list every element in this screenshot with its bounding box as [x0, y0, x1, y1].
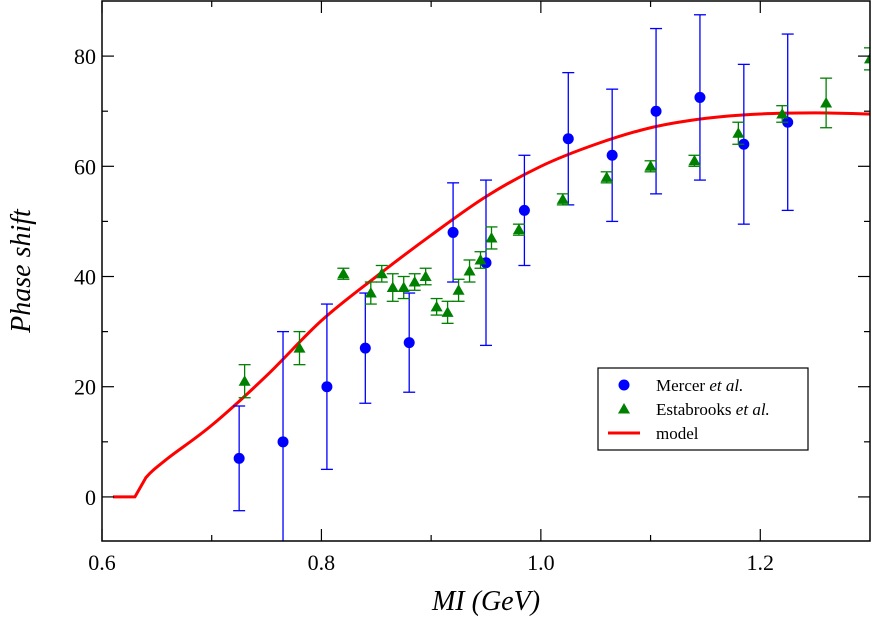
data-point-triangle [512, 223, 525, 235]
data-point-circle [694, 91, 706, 103]
data-point-circle [359, 342, 371, 354]
data-point-triangle [452, 284, 465, 295]
data-point-triangle [688, 154, 701, 166]
data-point-circle [447, 226, 459, 238]
legend-name: Mercer [656, 376, 705, 395]
data-point-triangle [364, 287, 377, 298]
y-tick-label: 20 [74, 375, 96, 400]
data-point-triangle [485, 231, 498, 243]
plot-area [112, 14, 870, 541]
legend-suffix: et al. [732, 400, 770, 419]
plot-frame [101, 0, 871, 542]
y-tick-label: 0 [85, 485, 96, 510]
x-tick-label: 1.2 [747, 550, 775, 575]
data-point-circle [606, 149, 618, 161]
legend-box [597, 367, 809, 451]
data-point-circle [277, 436, 289, 448]
y-axis-title: Phase shift [6, 208, 37, 334]
data-point-triangle [408, 276, 421, 287]
x-tick-label: 1.0 [527, 550, 555, 575]
data-point-triangle [776, 107, 789, 119]
data-point-triangle [386, 281, 399, 293]
y-tick-label: 80 [74, 44, 96, 69]
data-point-triangle [820, 96, 833, 108]
y-tick-label: 40 [74, 265, 96, 290]
legend-name: Estabrooks [656, 400, 732, 419]
data-point-triangle [430, 300, 443, 312]
data-point-triangle [864, 52, 870, 64]
data-point-triangle [419, 270, 432, 282]
data-point-triangle [600, 171, 613, 182]
model-curve [112, 111, 870, 499]
data-point-circle [233, 452, 245, 464]
data-point-circle [403, 337, 415, 349]
data-point-triangle [238, 375, 251, 386]
data-point-circle [650, 105, 662, 117]
data-point-triangle [644, 160, 657, 171]
legend-marker-triangle [618, 403, 630, 414]
legend-label: Mercer et al. [656, 376, 743, 395]
y-tick-label: 60 [74, 154, 96, 179]
data-point-triangle [397, 281, 410, 293]
data-point-triangle [293, 342, 306, 353]
legend-marker-circle [618, 379, 630, 391]
data-point-circle [321, 381, 333, 393]
data-point-triangle [556, 193, 569, 204]
data-point-circle [562, 133, 574, 145]
legend-suffix: et al. [705, 376, 743, 395]
legend: Mercer et al.Estabrooks et al.model [597, 367, 809, 451]
legend-label: Estabrooks et al. [656, 400, 770, 419]
x-tick-label: 0.6 [88, 550, 116, 575]
data-point-circle [518, 204, 530, 216]
legend-name: model [656, 424, 699, 443]
legend-label: model [656, 424, 699, 443]
x-axis-title: MI (GeV) [431, 586, 540, 617]
data-point-triangle [732, 127, 745, 138]
data-point-triangle [337, 267, 350, 279]
x-tick-label: 0.8 [308, 550, 336, 575]
data-point-triangle [474, 253, 487, 265]
data-point-triangle [441, 306, 454, 317]
data-point-triangle [463, 265, 476, 276]
data-point-triangle [375, 267, 388, 279]
axes: 0.6 0.8 1.0 1.2 0 20 40 60 80 [74, 1, 870, 575]
